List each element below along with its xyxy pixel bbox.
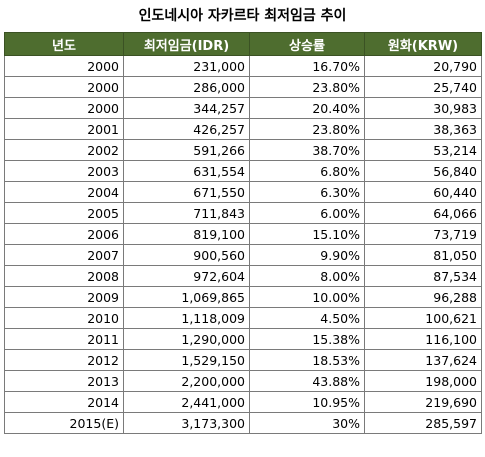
year-cell: 2004	[4, 181, 124, 203]
increase-rate-cell: 8.00%	[249, 265, 365, 287]
year-cell: 2002	[4, 139, 124, 161]
table-row: 2001 426,257 23.80% 38,363	[4, 118, 482, 140]
min-wage-idr-cell: 426,257	[123, 118, 250, 140]
increase-rate-cell: 10.95%	[249, 391, 365, 413]
krw-cell: 285,597	[364, 412, 482, 434]
table-row: 2012 1,529,150 18.53% 137,624	[4, 349, 482, 371]
krw-cell: 137,624	[364, 349, 482, 371]
krw-cell: 53,214	[364, 139, 482, 161]
table-row: 2013 2,200,000 43.88% 198,000	[4, 370, 482, 392]
min-wage-idr-cell: 711,843	[123, 202, 250, 224]
krw-cell: 73,719	[364, 223, 482, 245]
increase-rate-cell: 23.80%	[249, 118, 365, 140]
krw-cell: 100,621	[364, 307, 482, 329]
table-row: 2015(E) 3,173,300 30% 285,597	[4, 412, 482, 434]
year-cell: 2000	[4, 55, 124, 77]
increase-rate-cell: 30%	[249, 412, 365, 434]
increase-rate-cell: 20.40%	[249, 97, 365, 119]
increase-rate-cell: 6.30%	[249, 181, 365, 203]
krw-cell: 56,840	[364, 160, 482, 182]
krw-cell: 60,440	[364, 181, 482, 203]
year-cell: 2015(E)	[4, 412, 124, 434]
krw-cell: 81,050	[364, 244, 482, 266]
min-wage-idr-cell: 591,266	[123, 139, 250, 161]
table-row: 2000 286,000 23.80% 25,740	[4, 76, 482, 98]
table-title: 인도네시아 자카르타 최저임금 추이	[138, 8, 347, 24]
min-wage-idr-cell: 631,554	[123, 160, 250, 182]
table-body: 2000 231,000 16.70% 20,790 2000 286,000 23.80%…	[4, 55, 482, 434]
krw-cell: 64,066	[364, 202, 482, 224]
table-row: 2003 631,554 6.80% 56,840	[4, 160, 482, 182]
krw-cell: 116,100	[364, 328, 482, 350]
year-cell: 2003	[4, 160, 124, 182]
krw-cell: 25,740	[364, 76, 482, 98]
year-cell: 2013	[4, 370, 124, 392]
year-cell: 2009	[4, 286, 124, 308]
table-row: 2014 2,441,000 10.95% 219,690	[4, 391, 482, 413]
min-wage-idr-cell: 819,100	[123, 223, 250, 245]
table-row: 2007 900,560 9.90% 81,050	[4, 244, 482, 266]
year-cell: 2006	[4, 223, 124, 245]
min-wage-idr-cell: 231,000	[123, 55, 250, 77]
year-cell: 2000	[4, 76, 124, 98]
min-wage-idr-cell: 2,200,000	[123, 370, 250, 392]
increase-rate-cell: 4.50%	[249, 307, 365, 329]
year-cell: 2008	[4, 265, 124, 287]
krw-cell: 96,288	[364, 286, 482, 308]
table-row: 2005 711,843 6.00% 64,066	[4, 202, 482, 224]
min-wage-idr-cell: 1,069,865	[123, 286, 250, 308]
year-cell: 2001	[4, 118, 124, 140]
min-wage-idr-cell: 671,550	[123, 181, 250, 203]
krw-cell: 198,000	[364, 370, 482, 392]
increase-rate-cell: 16.70%	[249, 55, 365, 77]
min-wage-idr-cell: 344,257	[123, 97, 250, 119]
increase-rate-cell: 23.80%	[249, 76, 365, 98]
table-row: 2008 972,604 8.00% 87,534	[4, 265, 482, 287]
table-row: 2009 1,069,865 10.00% 96,288	[4, 286, 482, 308]
increase-rate-cell: 10.00%	[249, 286, 365, 308]
increase-rate-cell: 9.90%	[249, 244, 365, 266]
year-cell: 2010	[4, 307, 124, 329]
krw-cell: 38,363	[364, 118, 482, 140]
year-cell: 2000	[4, 97, 124, 119]
year-cell: 2011	[4, 328, 124, 350]
min-wage-idr-cell: 286,000	[123, 76, 250, 98]
min-wage-idr-cell: 3,173,300	[123, 412, 250, 434]
increase-rate-cell: 18.53%	[249, 349, 365, 371]
increase-rate-cell: 6.80%	[249, 160, 365, 182]
header-min-wage-idr: 최저임금(IDR)	[123, 32, 250, 56]
header-krw: 원화(KRW)	[364, 32, 482, 56]
header-row: 년도 최저임금(IDR) 상승률 원화(KRW)	[4, 32, 482, 56]
min-wage-idr-cell: 1,529,150	[123, 349, 250, 371]
year-cell: 2012	[4, 349, 124, 371]
min-wage-idr-cell: 2,441,000	[123, 391, 250, 413]
table-row: 2006 819,100 15.10% 73,719	[4, 223, 482, 245]
table-row: 2000 231,000 16.70% 20,790	[4, 55, 482, 77]
krw-cell: 219,690	[364, 391, 482, 413]
header-increase-rate: 상승률	[249, 32, 365, 56]
krw-cell: 20,790	[364, 55, 482, 77]
table-row: 2010 1,118,009 4.50% 100,621	[4, 307, 482, 329]
increase-rate-cell: 15.38%	[249, 328, 365, 350]
increase-rate-cell: 43.88%	[249, 370, 365, 392]
year-cell: 2014	[4, 391, 124, 413]
increase-rate-cell: 6.00%	[249, 202, 365, 224]
table-row: 2002 591,266 38.70% 53,214	[4, 139, 482, 161]
krw-cell: 30,983	[364, 97, 482, 119]
table-row: 2011 1,290,000 15.38% 116,100	[4, 328, 482, 350]
year-cell: 2005	[4, 202, 124, 224]
min-wage-idr-cell: 972,604	[123, 265, 250, 287]
year-cell: 2007	[4, 244, 124, 266]
table-row: 2000 344,257 20.40% 30,983	[4, 97, 482, 119]
increase-rate-cell: 38.70%	[249, 139, 365, 161]
min-wage-idr-cell: 900,560	[123, 244, 250, 266]
minimum-wage-table: 년도 최저임금(IDR) 상승률 원화(KRW) 2000 231,000 16.7…	[4, 32, 482, 434]
krw-cell: 87,534	[364, 265, 482, 287]
table-row: 2004 671,550 6.30% 60,440	[4, 181, 482, 203]
header-year: 년도	[4, 32, 124, 56]
min-wage-idr-cell: 1,118,009	[123, 307, 250, 329]
increase-rate-cell: 15.10%	[249, 223, 365, 245]
min-wage-idr-cell: 1,290,000	[123, 328, 250, 350]
